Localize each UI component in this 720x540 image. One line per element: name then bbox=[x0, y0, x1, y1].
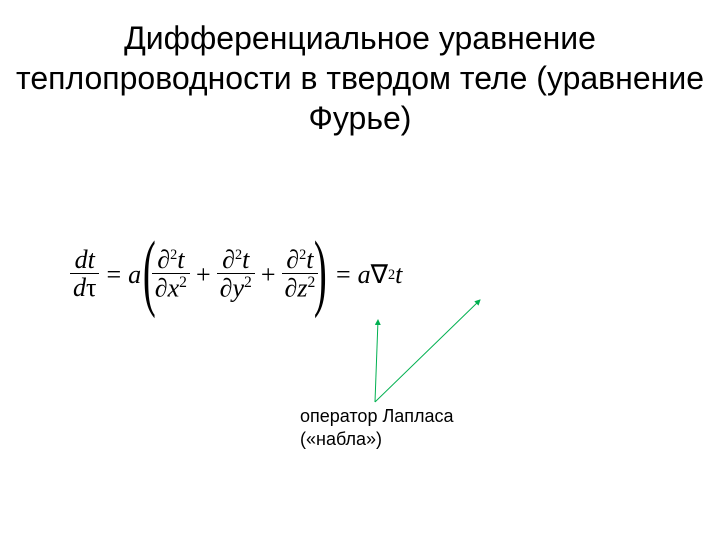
coef-a-1: a bbox=[128, 260, 141, 290]
nabla-icon: ∇ bbox=[371, 260, 388, 290]
term1-partial: ∂ bbox=[157, 245, 170, 274]
lhs-den-tau: τ bbox=[86, 273, 96, 302]
term2-den-var: y bbox=[233, 274, 245, 303]
term2-fraction: ∂2t ∂y2 bbox=[217, 247, 255, 303]
annotation-line2: («набла») bbox=[300, 428, 454, 451]
paren-open: ( bbox=[143, 228, 156, 314]
term3-num-var: t bbox=[306, 245, 313, 274]
rhs-sup: 2 bbox=[388, 267, 395, 284]
slide: Дифференциальное уравнение теплопроводно… bbox=[0, 0, 720, 540]
lhs-num: dt bbox=[70, 247, 99, 274]
term1-den-partial: ∂ bbox=[155, 274, 168, 303]
coef-a-2: a bbox=[358, 260, 371, 290]
term3-den-var: z bbox=[297, 274, 307, 303]
fourier-equation: dt dτ = a ( ∂2t ∂x2 + ∂2t bbox=[70, 230, 630, 320]
term1-den-var: x bbox=[168, 274, 180, 303]
term3-partial: ∂ bbox=[286, 245, 299, 274]
term3-num: ∂2t bbox=[282, 247, 319, 274]
term2-den-sup: 2 bbox=[244, 274, 252, 291]
paren-close: ) bbox=[314, 228, 327, 314]
term2-den: ∂y2 bbox=[217, 274, 255, 303]
term3-den: ∂z2 bbox=[282, 274, 319, 303]
callout-line-1 bbox=[375, 320, 378, 402]
plus-2: + bbox=[255, 260, 282, 290]
lhs-den-d: d bbox=[73, 273, 86, 302]
lhs-den: dτ bbox=[70, 274, 99, 303]
equals-1: = bbox=[99, 260, 128, 290]
slide-title: Дифференциальное уравнение теплопроводно… bbox=[0, 18, 720, 138]
term3-fraction: ∂2t ∂z2 bbox=[282, 247, 319, 303]
term3-num-sup: 2 bbox=[299, 247, 306, 263]
term2-num-var: t bbox=[242, 245, 249, 274]
term1-num-var: t bbox=[177, 245, 184, 274]
annotation-line1: оператор Лапласа bbox=[300, 405, 454, 428]
term2-den-partial: ∂ bbox=[220, 274, 233, 303]
term1-den: ∂x2 bbox=[152, 274, 190, 303]
term1-fraction: ∂2t ∂x2 bbox=[152, 247, 190, 303]
plus-1: + bbox=[190, 260, 217, 290]
term1-num-sup: 2 bbox=[170, 247, 177, 263]
rhs-var: t bbox=[395, 260, 402, 290]
equals-2: = bbox=[329, 260, 358, 290]
laplace-annotation: оператор Лапласа («набла») bbox=[300, 405, 454, 450]
term3-den-partial: ∂ bbox=[285, 274, 298, 303]
term2-partial: ∂ bbox=[222, 245, 235, 274]
term2-num: ∂2t bbox=[217, 247, 255, 274]
term1-den-sup: 2 bbox=[179, 274, 187, 291]
lhs-fraction: dt dτ bbox=[70, 247, 99, 303]
term2-num-sup: 2 bbox=[235, 247, 242, 263]
equation-row: dt dτ = a ( ∂2t ∂x2 + ∂2t bbox=[70, 230, 630, 320]
term1-num: ∂2t bbox=[152, 247, 190, 274]
